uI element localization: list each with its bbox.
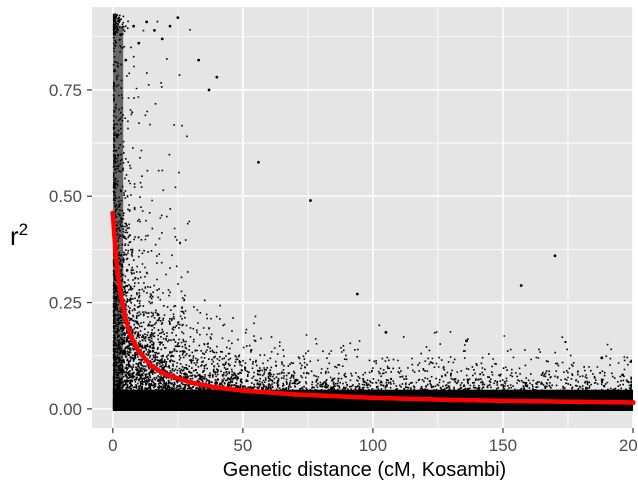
fit-point <box>149 363 155 369</box>
fit-point <box>110 210 116 216</box>
fit-point <box>214 385 220 391</box>
fit-point <box>120 304 126 310</box>
data-point <box>119 33 123 37</box>
x-axis-title: Genetic distance (cM, Kosambi) <box>223 459 506 481</box>
minor-gridlines <box>92 7 633 428</box>
fit-point <box>448 397 454 403</box>
data-point <box>145 20 149 24</box>
data-point <box>257 160 260 164</box>
y-tick-label: 0.00 <box>49 400 82 419</box>
fit-point <box>112 248 119 255</box>
data-point <box>465 339 468 343</box>
fit-curve-points <box>110 210 636 406</box>
x-tick-label: 50 <box>233 436 252 455</box>
fit-point <box>526 398 532 404</box>
data-point <box>355 292 359 296</box>
data-point <box>519 284 523 287</box>
fit-point <box>630 399 636 406</box>
y-tick-label: 0.75 <box>49 81 82 100</box>
point-cloud <box>112 13 633 411</box>
x-tick-label: 100 <box>359 436 387 455</box>
data-point <box>197 58 201 62</box>
data-point <box>132 24 136 28</box>
fit-point <box>188 379 194 386</box>
fit-point <box>115 274 121 280</box>
y-tick-label: 0.25 <box>49 294 82 313</box>
data-point <box>207 88 211 92</box>
fit-point <box>118 291 124 297</box>
data-point <box>160 37 164 41</box>
data-point <box>124 58 128 62</box>
data-point <box>553 254 557 258</box>
fit-point <box>292 391 298 398</box>
y-axis-ticks: 0.00 0.25 0.50 0.75 <box>49 81 92 419</box>
x-tick-label: 150 <box>489 436 517 455</box>
data-point <box>384 330 388 334</box>
fit-point <box>136 348 142 355</box>
data-point <box>600 356 604 360</box>
fit-point <box>128 333 134 340</box>
x-tick-label: 0 <box>108 436 117 455</box>
data-point <box>137 41 141 45</box>
fit-point <box>162 371 168 377</box>
x-tick-label: 200 <box>619 436 638 455</box>
data-point <box>114 16 117 20</box>
y-axis-title: r2 <box>10 220 28 251</box>
x-axis-ticks: 0 50 100 150 200 <box>108 428 638 455</box>
y-tick-label: 0.50 <box>49 187 82 206</box>
data-point <box>215 75 219 79</box>
plot-panel <box>92 7 633 428</box>
data-point <box>621 373 624 377</box>
data-point <box>176 16 180 20</box>
y-axis-title-superscript: 2 <box>19 220 28 239</box>
y-axis-title-base: r <box>10 221 19 251</box>
fit-point <box>123 316 129 323</box>
fit-point <box>370 395 376 401</box>
data-point <box>153 28 156 32</box>
fit-point <box>240 387 246 394</box>
dense-point-column <box>112 26 124 409</box>
data-point <box>309 199 312 202</box>
data-point <box>168 24 172 28</box>
